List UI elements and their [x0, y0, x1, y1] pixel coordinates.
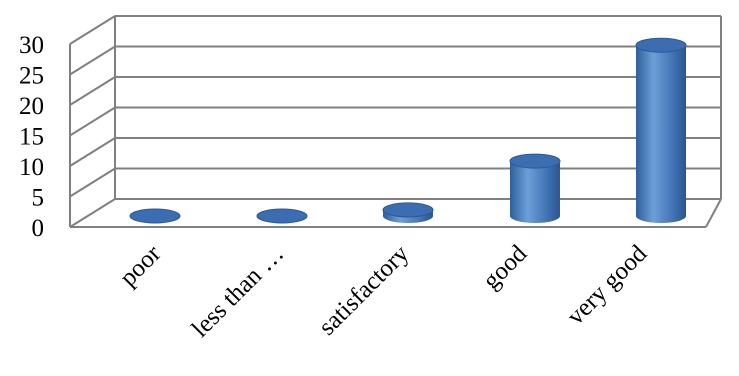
floor-right-edge [705, 198, 722, 228]
x-category-label: poor [115, 240, 167, 292]
bar-top [635, 37, 687, 53]
y-tick-label: 10 [19, 154, 44, 181]
x-axis-category-labels: poor less than … satisfactory good very good [115, 240, 653, 343]
x-category-label: very good [562, 240, 653, 331]
bar-top [382, 202, 434, 218]
x-category-label: less than … [187, 240, 290, 343]
bar [256, 208, 308, 224]
gridline-side [69, 198, 116, 228]
bar-top [129, 208, 181, 224]
y-tick-label: 0 [32, 215, 45, 242]
y-tick-label: 15 [19, 124, 44, 151]
x-category-label: good [478, 240, 533, 295]
y-tick-label: 5 [32, 185, 45, 212]
gridline-side [69, 137, 116, 167]
y-tick-label: 30 [19, 32, 44, 59]
y-axis-tick-labels: 0 5 10 15 20 25 30 [19, 32, 44, 242]
gridline-side [69, 167, 116, 198]
bar [509, 153, 561, 223]
gridline-side [69, 76, 116, 106]
bar-top [509, 153, 561, 169]
gridline-side [69, 106, 116, 137]
bar [129, 208, 181, 224]
x-category-label: satisfactory [314, 240, 415, 341]
gridlines [69, 15, 721, 228]
bar-body [510, 161, 560, 223]
gridline-side [69, 45, 116, 76]
chart-walls [69, 16, 722, 228]
bar-body [636, 45, 686, 224]
bar [382, 202, 434, 223]
y-tick-label: 20 [19, 93, 44, 120]
bar [635, 37, 687, 224]
bar-top [256, 208, 308, 224]
gridline-side [69, 15, 116, 45]
y-tick-label: 25 [19, 63, 44, 90]
bars [129, 37, 687, 224]
